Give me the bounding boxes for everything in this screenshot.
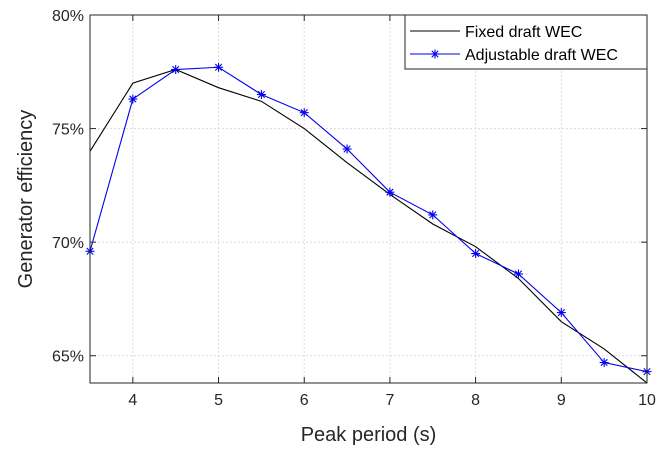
- x-tick-label: 9: [557, 392, 566, 409]
- y-tick-label: 80%: [52, 8, 84, 25]
- legend-asterisk: [430, 49, 440, 59]
- data-point: [171, 65, 181, 75]
- data-point: [342, 144, 352, 154]
- x-tick-label: 4: [128, 392, 137, 409]
- series-layer: [85, 62, 652, 384]
- data-point: [599, 358, 609, 368]
- legend-box: [404, 14, 648, 70]
- y-axis-title: Generator efficiency: [15, 110, 37, 289]
- plot-frame: [89, 14, 648, 384]
- data-point: [214, 62, 224, 72]
- legend-label-adjustable: Adjustable draft WEC: [465, 47, 618, 64]
- x-tick-label: 7: [385, 392, 394, 409]
- data-point: [385, 187, 395, 197]
- data-point: [471, 249, 481, 259]
- x-tick-label: 8: [471, 392, 480, 409]
- x-axis-title: Peak period (s): [301, 424, 437, 446]
- series-line-0: [89, 68, 648, 384]
- series-line-1: [89, 66, 648, 373]
- legend-marker-adjustable: [430, 49, 440, 59]
- legend-label-fixed: Fixed draft WEC: [465, 24, 582, 41]
- data-point: [556, 308, 566, 318]
- y-tick-label: 75%: [52, 122, 84, 139]
- data-point: [428, 210, 438, 220]
- legend: Fixed draft WEC Adjustable draft WEC: [404, 14, 648, 70]
- x-tick-label: 6: [300, 392, 309, 409]
- data-point: [128, 94, 138, 104]
- data-point: [299, 108, 309, 118]
- x-tick-label: 10: [638, 392, 656, 409]
- data-point: [513, 269, 523, 279]
- data-point: [256, 90, 266, 100]
- tick-labels: 4 5 6 7 8 9 10 65% 70% 75% 80%: [52, 8, 656, 409]
- y-tick-label: 70%: [52, 235, 84, 252]
- x-tick-label: 5: [214, 392, 223, 409]
- y-tick-label: 65%: [52, 349, 84, 366]
